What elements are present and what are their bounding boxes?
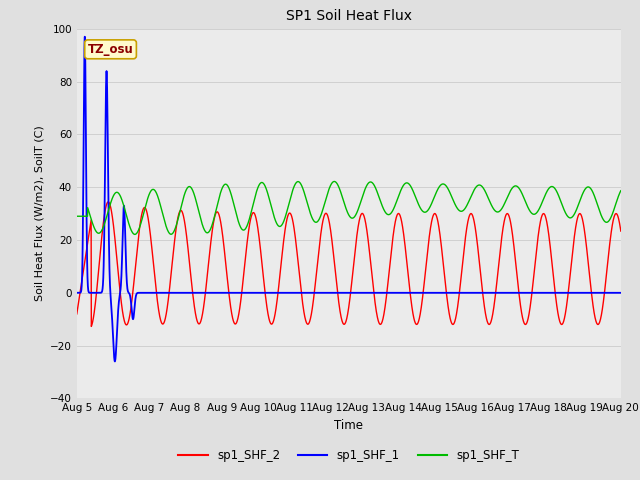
sp1_SHF_1 bbox=[135, 290, 143, 296]
sp1_SHF_1 bbox=[111, 359, 119, 364]
Legend: sp1_SHF_2, sp1_SHF_1, sp1_SHF_T: sp1_SHF_2, sp1_SHF_1, sp1_SHF_T bbox=[173, 444, 524, 467]
Title: SP1 Soil Heat Flux: SP1 Soil Heat Flux bbox=[286, 10, 412, 24]
sp1_SHF_2 bbox=[548, 259, 556, 265]
sp1_SHF_2 bbox=[617, 228, 625, 234]
sp1_SHF_2 bbox=[305, 319, 313, 325]
sp1_SHF_T bbox=[73, 213, 81, 219]
sp1_SHF_T bbox=[168, 231, 175, 237]
sp1_SHF_1 bbox=[282, 290, 290, 296]
sp1_SHF_1 bbox=[305, 290, 313, 296]
sp1_SHF_T bbox=[305, 207, 313, 213]
sp1_SHF_1 bbox=[548, 290, 556, 296]
sp1_SHF_2 bbox=[104, 199, 112, 205]
Line: sp1_SHF_T: sp1_SHF_T bbox=[77, 181, 621, 234]
sp1_SHF_T bbox=[282, 213, 289, 219]
sp1_SHF_T bbox=[548, 184, 556, 190]
sp1_SHF_2 bbox=[168, 267, 175, 273]
sp1_SHF_T bbox=[131, 231, 139, 237]
X-axis label: Time: Time bbox=[334, 419, 364, 432]
sp1_SHF_2 bbox=[88, 324, 95, 329]
sp1_SHF_T bbox=[135, 226, 143, 232]
sp1_SHF_T bbox=[617, 188, 625, 193]
Line: sp1_SHF_2: sp1_SHF_2 bbox=[77, 202, 621, 326]
sp1_SHF_2 bbox=[607, 235, 614, 241]
sp1_SHF_1 bbox=[607, 290, 614, 296]
Y-axis label: Soil Heat Flux (W/m2), SoilT (C): Soil Heat Flux (W/m2), SoilT (C) bbox=[35, 126, 45, 301]
sp1_SHF_1 bbox=[81, 34, 88, 40]
sp1_SHF_T bbox=[330, 179, 338, 184]
sp1_SHF_T bbox=[607, 216, 614, 221]
sp1_SHF_2 bbox=[282, 222, 290, 228]
sp1_SHF_1 bbox=[168, 290, 175, 296]
Line: sp1_SHF_1: sp1_SHF_1 bbox=[77, 37, 621, 361]
sp1_SHF_1 bbox=[617, 290, 625, 296]
sp1_SHF_1 bbox=[73, 290, 81, 296]
sp1_SHF_2 bbox=[135, 228, 143, 234]
Text: TZ_osu: TZ_osu bbox=[88, 43, 133, 56]
sp1_SHF_2 bbox=[73, 311, 81, 317]
